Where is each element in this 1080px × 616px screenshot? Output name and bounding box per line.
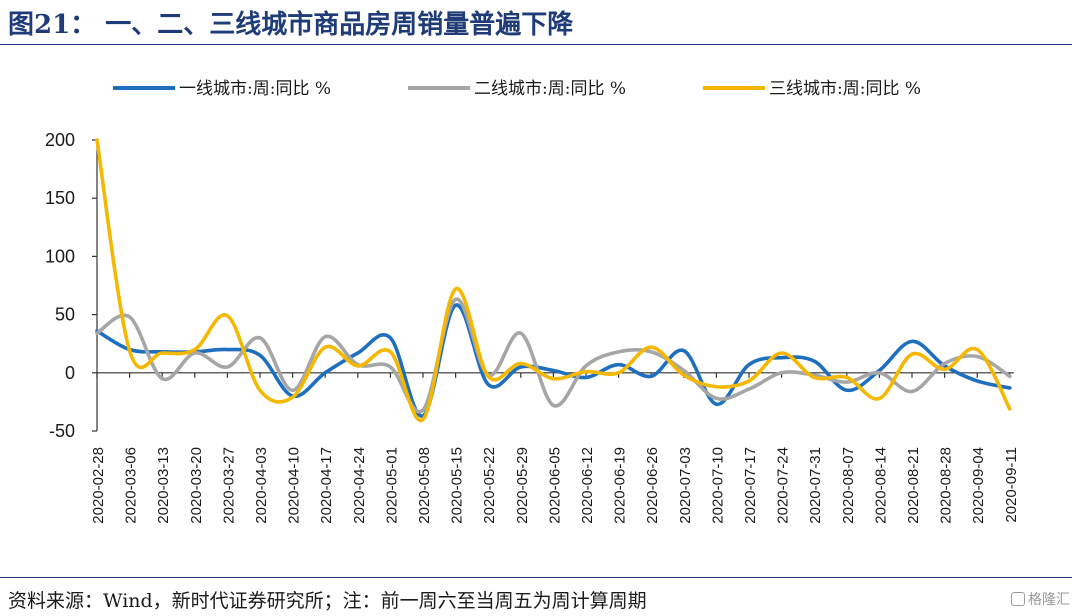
x-tick-label: 2020-03-20	[188, 447, 205, 524]
x-tick-label: 2020-08-14	[872, 447, 889, 524]
y-axis: -50 0 50 100 150 200	[45, 130, 98, 441]
x-tick-label: 2020-07-24	[775, 447, 792, 524]
x-tick-label: 2020-08-07	[840, 447, 857, 524]
x-tick-label: 2020-05-08	[416, 447, 433, 524]
y-tick-label: 150	[45, 188, 75, 208]
watermark-logo-icon	[1011, 592, 1025, 606]
y-tick-label: 200	[45, 130, 75, 150]
y-tick-label: 100	[45, 246, 75, 266]
legend: 一线城市:周:同比 % 二线城市:周:同比 % 三线城市:周:同比 %	[113, 79, 921, 99]
x-tick-label: 2020-07-10	[709, 447, 726, 524]
x-tick-label: 2020-09-04	[970, 447, 987, 524]
figure-title: 图21： 一、二、三线城市商品房周销量普遍下降	[8, 10, 574, 40]
x-tick-label: 2020-07-17	[742, 447, 759, 524]
x-tick-label: 2020-07-03	[677, 447, 694, 524]
legend-label-1: 一线城市:周:同比 %	[179, 79, 331, 99]
x-tick-label: 2020-04-24	[351, 447, 368, 524]
x-tick-label: 2020-09-11	[1003, 447, 1020, 523]
y-tick-label: -50	[49, 421, 75, 441]
series-lines	[95, 138, 1012, 423]
x-tick-label: 2020-06-19	[612, 447, 629, 524]
x-tick-label: 2020-05-01	[383, 447, 400, 524]
x-axis: 2020-02-28 2020-03-06 2020-03-13 2020-03-20…	[90, 372, 1020, 524]
x-tick-label: 2020-04-10	[286, 447, 303, 524]
legend-label-2: 二线城市:周:同比 %	[474, 79, 626, 99]
watermark-text: 格隆汇	[1028, 592, 1070, 608]
y-tick-label: 50	[55, 305, 75, 325]
title-bar	[0, 0, 1072, 45]
x-tick-label: 2020-04-17	[318, 447, 335, 524]
x-tick-label: 2020-05-15	[449, 447, 466, 524]
x-tick-label: 2020-03-27	[220, 447, 237, 524]
x-tick-label: 2020-03-13	[155, 447, 172, 524]
x-tick-label: 2020-06-05	[546, 447, 563, 524]
x-tick-label: 2020-02-28	[90, 447, 107, 524]
watermark: 格隆汇	[1011, 589, 1070, 609]
series-line-2	[95, 297, 1012, 414]
x-tick-label: 2020-07-31	[807, 447, 824, 524]
legend-label-3: 三线城市:周:同比 %	[769, 79, 921, 99]
line-chart: 一线城市:周:同比 % 二线城市:周:同比 % 三线城市:周:同比 % -50 0 50…	[45, 79, 1020, 524]
x-tick-label: 2020-08-21	[905, 447, 922, 524]
x-tick-label: 2020-06-26	[644, 447, 661, 524]
x-tick-label: 2020-04-03	[253, 447, 270, 524]
x-tick-label: 2020-05-22	[481, 447, 498, 524]
footer-divider	[0, 577, 1072, 578]
x-tick-label: 2020-05-29	[514, 447, 531, 524]
x-tick-label: 2020-08-28	[938, 447, 955, 524]
series-line-1	[95, 303, 1012, 418]
series-line-3	[95, 138, 1012, 423]
source-note: 资料来源：Wind，新时代证券研究所；注：前一周六至当周五为周计算周期	[8, 590, 647, 612]
y-tick-label: 0	[65, 363, 75, 383]
x-tick-label: 2020-03-06	[123, 447, 140, 524]
x-tick-label: 2020-06-12	[579, 447, 596, 524]
